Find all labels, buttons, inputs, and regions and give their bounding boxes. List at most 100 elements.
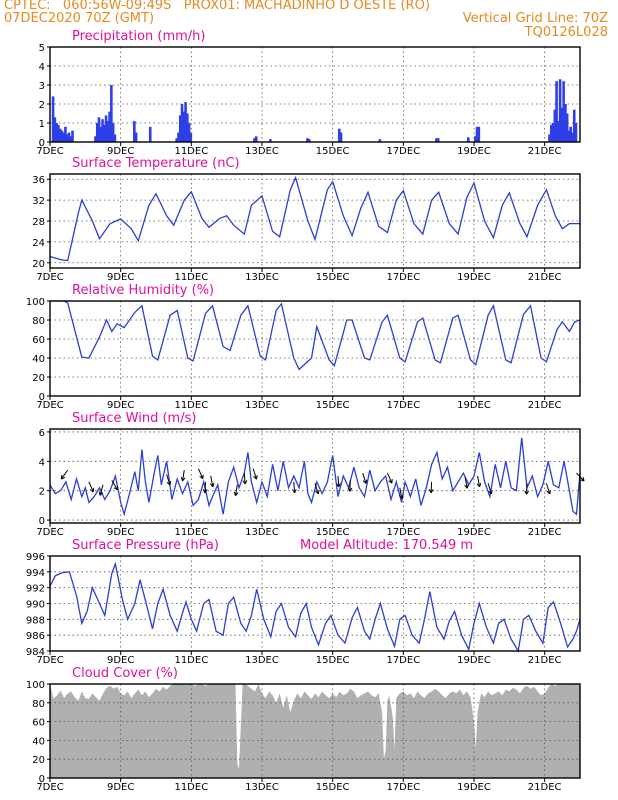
y-tick-label: 1 bbox=[39, 119, 45, 130]
precip-bar bbox=[97, 117, 101, 142]
precip-bar bbox=[64, 126, 67, 142]
wind-arrow bbox=[292, 481, 297, 494]
precip-bar bbox=[62, 132, 65, 142]
wind-arrow bbox=[252, 468, 258, 480]
x-tick-label: 21DEC bbox=[528, 655, 562, 666]
precip-bar bbox=[474, 136, 477, 142]
precip-bar bbox=[254, 136, 258, 142]
x-tick-label: 7DEC bbox=[36, 400, 63, 411]
precip-bar bbox=[253, 138, 256, 142]
panel-0: Precipitation (mm/h) 0 1 2 3 4 5 7DEC 9DEC 11DEC 1… bbox=[36, 29, 581, 157]
precip-bar bbox=[567, 130, 571, 142]
x-tick-label: 21DEC bbox=[528, 272, 562, 283]
y-tick-label: 4 bbox=[39, 457, 45, 468]
precip-bar bbox=[95, 123, 99, 142]
precip-bar bbox=[306, 138, 309, 142]
precip-bar bbox=[339, 132, 343, 142]
precip-bar bbox=[475, 126, 479, 142]
precip-bar bbox=[557, 121, 560, 142]
precip-bar bbox=[111, 123, 115, 142]
x-tick-label: 7DEC bbox=[36, 146, 63, 157]
x-tick-label: 19DEC bbox=[457, 272, 491, 283]
y-tick-label: 40 bbox=[32, 736, 45, 747]
x-tick-label: 15DEC bbox=[316, 655, 350, 666]
precip-bar bbox=[99, 126, 103, 142]
x-tick-label: 21DEC bbox=[528, 782, 562, 793]
y-tick-label: 6 bbox=[39, 428, 45, 439]
wind-arrow bbox=[398, 487, 404, 499]
precip-bar bbox=[564, 104, 567, 142]
precip-bar bbox=[104, 115, 108, 142]
x-tick-label: 19DEC bbox=[457, 527, 491, 538]
precip-bar bbox=[65, 134, 69, 142]
x-tick-label: 17DEC bbox=[386, 782, 420, 793]
precip-bar bbox=[435, 138, 438, 142]
x-tick-label: 13DEC bbox=[245, 272, 279, 283]
precip-bar bbox=[182, 111, 186, 142]
x-tick-label: 15DEC bbox=[316, 527, 350, 538]
panel-title: Relative Humidity (%) bbox=[72, 283, 214, 298]
panel-5: Cloud Cover (%) 0 20 40 60 80 100 7DEC 9DEC 11DEC… bbox=[26, 666, 581, 793]
x-tick-label: 7DEC bbox=[36, 655, 63, 666]
precip-bar bbox=[113, 134, 117, 142]
y-tick-label: 3 bbox=[39, 81, 45, 92]
y-tick-label: 0 bbox=[39, 138, 45, 149]
y-tick-label: 20 bbox=[32, 259, 45, 270]
precip-bar bbox=[572, 109, 576, 142]
y-tick-label: 20 bbox=[32, 755, 45, 766]
header-station: CPTEC: 060:56W-09:49S PROX01: MACHADINHO… bbox=[4, 0, 430, 13]
precip-bar bbox=[69, 136, 73, 142]
header-date: 07DEC2020 70Z (GMT) bbox=[4, 11, 155, 26]
precip-bar bbox=[562, 81, 565, 142]
x-tick-label: 21DEC bbox=[528, 400, 562, 411]
precip-bar bbox=[110, 85, 113, 142]
x-tick-label: 17DEC bbox=[386, 400, 420, 411]
panel-title: Cloud Cover (%) bbox=[72, 666, 178, 681]
wind-arrow bbox=[166, 474, 172, 486]
y-tick-label: 60 bbox=[32, 335, 45, 346]
panel-title: Surface Pressure (hPa) bbox=[72, 538, 219, 553]
precip-bar bbox=[186, 113, 189, 142]
panel-title: Surface Wind (m/s) bbox=[72, 411, 196, 426]
x-tick-label: 11DEC bbox=[174, 782, 208, 793]
precip-bar bbox=[187, 123, 191, 142]
x-tick-label: 13DEC bbox=[245, 782, 279, 793]
x-tick-label: 11DEC bbox=[174, 655, 208, 666]
precip-bar bbox=[53, 117, 57, 142]
wind-arrow bbox=[242, 473, 248, 485]
y-tick-label: 24 bbox=[32, 238, 45, 249]
panel-title: Surface Temperature (nC) bbox=[72, 156, 240, 171]
precip-bar bbox=[175, 138, 179, 142]
precip-bar bbox=[57, 124, 60, 142]
y-tick-label: 5 bbox=[39, 43, 45, 54]
wind-arrow bbox=[60, 469, 69, 480]
y-tick-label: 2 bbox=[39, 487, 45, 498]
series-line bbox=[49, 561, 581, 653]
y-tick-label: 984 bbox=[26, 647, 45, 658]
precip-bar bbox=[337, 128, 341, 142]
panel-frame bbox=[49, 46, 581, 143]
panel-title: Precipitation (mm/h) bbox=[72, 29, 205, 44]
panel-3: Surface Wind (m/s) 0 2 4 6 7DEC 9DEC 11DEC 13DEC… bbox=[36, 411, 585, 538]
wind-arrow bbox=[545, 483, 551, 495]
x-tick-label: 19DEC bbox=[457, 655, 491, 666]
x-tick-label: 9DEC bbox=[107, 527, 134, 538]
series-line bbox=[49, 437, 581, 517]
panel-frame bbox=[49, 300, 581, 397]
x-tick-label: 17DEC bbox=[386, 272, 420, 283]
x-tick-label: 17DEC bbox=[386, 655, 420, 666]
x-tick-label: 15DEC bbox=[316, 782, 350, 793]
precip-bar bbox=[51, 96, 55, 142]
x-tick-label: 7DEC bbox=[36, 782, 63, 793]
x-tick-label: 7DEC bbox=[36, 272, 63, 283]
x-tick-label: 13DEC bbox=[245, 400, 279, 411]
series-line bbox=[49, 175, 580, 262]
x-tick-label: 9DEC bbox=[107, 400, 134, 411]
x-tick-label: 13DEC bbox=[245, 655, 279, 666]
precip-bar bbox=[553, 109, 557, 142]
y-tick-label: 80 bbox=[32, 316, 45, 327]
x-tick-label: 19DEC bbox=[457, 146, 491, 157]
y-tick-label: 80 bbox=[32, 699, 45, 710]
precip-bar bbox=[189, 132, 193, 142]
